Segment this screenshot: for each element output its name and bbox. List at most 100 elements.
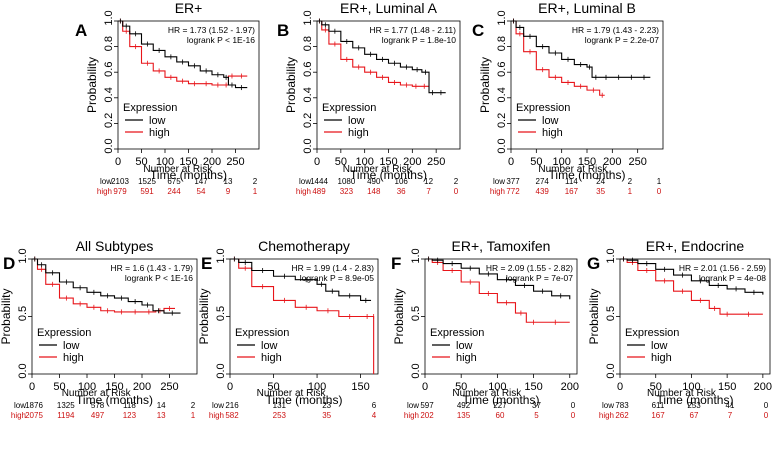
risk-value-low: 2 bbox=[191, 401, 196, 410]
risk-value-low: 216 bbox=[225, 401, 239, 410]
x-tick-label: 100 bbox=[78, 381, 96, 393]
legend-title: Expression bbox=[235, 327, 289, 339]
risk-value-high: 2075 bbox=[25, 411, 43, 420]
x-tick-label: 200 bbox=[203, 156, 221, 168]
logrank-label: logrank P < 1E-16 bbox=[125, 273, 193, 283]
risk-value-low: 6 bbox=[372, 401, 377, 410]
hazard-ratio-label: HR = 1.77 (1.48 - 2.11) bbox=[369, 25, 456, 35]
risk-value-high: 167 bbox=[651, 411, 665, 420]
y-tick-label: 0.4 bbox=[302, 87, 314, 102]
risk-row-label-low: low bbox=[212, 401, 224, 410]
risk-value-low: 227 bbox=[493, 401, 507, 410]
risk-value-low: 490 bbox=[367, 177, 381, 186]
logrank-label: logrank P < 1E-16 bbox=[187, 35, 255, 45]
x-tick-label: 0 bbox=[115, 156, 121, 168]
risk-row-label-high: high bbox=[11, 411, 26, 420]
legend-label-low: low bbox=[63, 340, 80, 352]
risk-value-low: 24 bbox=[596, 177, 605, 186]
legend-label-high: high bbox=[348, 127, 369, 139]
y-tick-label: 0.0 bbox=[215, 363, 227, 378]
x-tick-label: 200 bbox=[133, 381, 151, 393]
risk-value-high: 253 bbox=[273, 411, 287, 420]
panel-title: ER+, Luminal A bbox=[340, 0, 438, 16]
series-high-curve bbox=[118, 20, 248, 86]
risk-value-low: 147 bbox=[194, 177, 208, 186]
risk-value-low: 492 bbox=[457, 401, 471, 410]
risk-value-high: 7 bbox=[728, 411, 733, 420]
y-tick-label: 0.2 bbox=[496, 113, 508, 128]
panel-letter: A bbox=[75, 21, 87, 40]
series-low-curve bbox=[317, 20, 446, 94]
risk-value-low: 13 bbox=[224, 177, 233, 186]
x-tick-label: 0 bbox=[29, 381, 35, 393]
risk-row-label-low: low bbox=[299, 177, 311, 186]
logrank-label: logrank P = 8.9e-05 bbox=[300, 273, 375, 283]
risk-value-low: 2 bbox=[454, 177, 459, 186]
risk-row-label-low: low bbox=[407, 401, 419, 410]
risk-value-low: 106 bbox=[395, 177, 409, 186]
risk-row-label-high: high bbox=[97, 187, 112, 196]
panel-title: ER+, Endocrine bbox=[646, 238, 745, 254]
risk-value-high: 0 bbox=[571, 411, 576, 420]
risk-value-high: 123 bbox=[123, 411, 137, 420]
x-tick-label: 250 bbox=[628, 156, 646, 168]
panel-letter: G bbox=[587, 254, 600, 273]
risk-value-high: 1 bbox=[253, 187, 258, 196]
hazard-ratio-label: HR = 1.99 (1.4 - 2.83) bbox=[292, 263, 375, 273]
risk-value-high: 5 bbox=[534, 411, 539, 420]
risk-value-low: 2 bbox=[628, 177, 633, 186]
legend-title: Expression bbox=[123, 102, 177, 114]
logrank-label: logrank P = 4e-08 bbox=[699, 273, 766, 283]
risk-table-title: Number at Risk bbox=[62, 388, 132, 399]
risk-value-low: 597 bbox=[420, 401, 434, 410]
x-tick-label: 0 bbox=[422, 381, 428, 393]
x-tick-label: 50 bbox=[650, 381, 662, 393]
x-axis-label: Time (months) bbox=[266, 393, 343, 407]
risk-value-high: 4 bbox=[372, 411, 377, 420]
risk-value-high: 148 bbox=[367, 187, 381, 196]
x-tick-label: 150 bbox=[179, 156, 197, 168]
y-tick-label: 0.2 bbox=[103, 113, 115, 128]
x-tick-label: 150 bbox=[578, 156, 596, 168]
y-tick-label: 0.0 bbox=[17, 363, 29, 378]
risk-value-low: 274 bbox=[536, 177, 550, 186]
legend-label-high: high bbox=[456, 352, 477, 364]
y-tick-label: 0.8 bbox=[103, 36, 115, 51]
risk-value-low: 12 bbox=[424, 177, 433, 186]
y-axis-label: Probability bbox=[392, 288, 406, 344]
logrank-label: logrank P = 2.2e-07 bbox=[585, 35, 660, 45]
risk-value-low: 118 bbox=[123, 401, 136, 410]
x-tick-label: 50 bbox=[530, 156, 542, 168]
risk-row-label-high: high bbox=[209, 411, 224, 420]
panel-e: E Chemotherapy 0.0 0.5 1.0 Probability 0 50 100 1… bbox=[197, 238, 379, 420]
risk-value-high: 1194 bbox=[57, 411, 75, 420]
legend-label-high: high bbox=[651, 352, 672, 364]
x-tick-label: 150 bbox=[718, 381, 736, 393]
x-axis-label: Time (months) bbox=[350, 168, 427, 182]
risk-value-high: 1 bbox=[191, 411, 196, 420]
x-tick-label: 0 bbox=[314, 156, 320, 168]
risk-value-high: 67 bbox=[690, 411, 699, 420]
y-tick-label: 0.5 bbox=[17, 306, 29, 321]
legend-title: Expression bbox=[516, 102, 570, 114]
legend-label-low: low bbox=[261, 340, 278, 352]
hazard-ratio-label: HR = 2.09 (1.55 - 2.82) bbox=[486, 263, 573, 273]
y-tick-label: 1.0 bbox=[302, 10, 314, 25]
risk-value-high: 489 bbox=[312, 187, 326, 196]
panel-title: All Subtypes bbox=[76, 238, 154, 254]
risk-value-low: 131 bbox=[273, 401, 287, 410]
y-tick-label: 0.6 bbox=[103, 62, 115, 77]
risk-value-low: 377 bbox=[506, 177, 520, 186]
y-tick-label: 1.0 bbox=[605, 248, 617, 263]
x-tick-label: 0 bbox=[617, 381, 623, 393]
hazard-ratio-label: HR = 1.79 (1.43 - 2.23) bbox=[572, 25, 659, 35]
legend-label-low: low bbox=[651, 340, 668, 352]
x-axis-label: Time (months) bbox=[549, 168, 626, 182]
risk-value-high: 582 bbox=[225, 411, 239, 420]
logrank-label: logrank P = 1.8e-10 bbox=[382, 35, 457, 45]
risk-table-title: Number at Risk bbox=[452, 388, 522, 399]
legend-label-high: high bbox=[149, 127, 170, 139]
x-tick-label: 250 bbox=[226, 156, 244, 168]
